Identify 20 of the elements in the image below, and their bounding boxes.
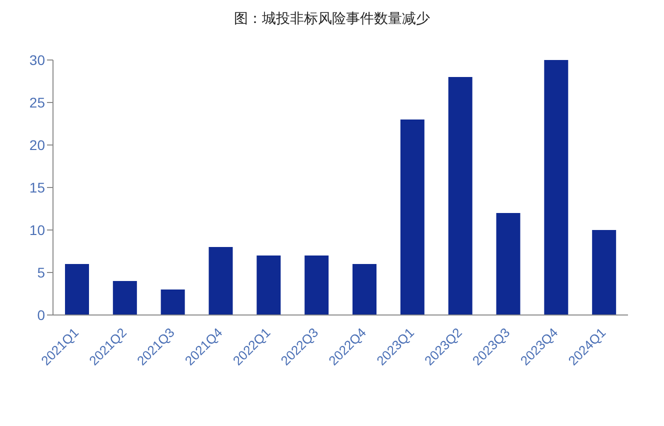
bar bbox=[160, 290, 185, 315]
y-tick-label: 25 bbox=[29, 94, 46, 110]
y-tick-label: 10 bbox=[29, 222, 46, 238]
y-tick-label: 5 bbox=[37, 264, 46, 280]
bar bbox=[352, 264, 376, 315]
y-tick-label: 30 bbox=[29, 52, 46, 68]
bar bbox=[208, 247, 233, 315]
bar bbox=[400, 120, 424, 315]
bar bbox=[112, 281, 137, 315]
y-tick-label: 15 bbox=[29, 179, 46, 196]
y-tick-label: 20 bbox=[29, 136, 46, 153]
bar bbox=[448, 77, 472, 315]
bar bbox=[544, 60, 568, 315]
chart-title: 图：城投非标风险事件数量减少 bbox=[233, 10, 431, 29]
bar bbox=[65, 264, 89, 315]
bar bbox=[304, 256, 329, 315]
bar bbox=[256, 256, 281, 315]
bar bbox=[496, 213, 520, 315]
y-tick-label: 0 bbox=[37, 306, 46, 323]
bar bbox=[592, 230, 616, 315]
